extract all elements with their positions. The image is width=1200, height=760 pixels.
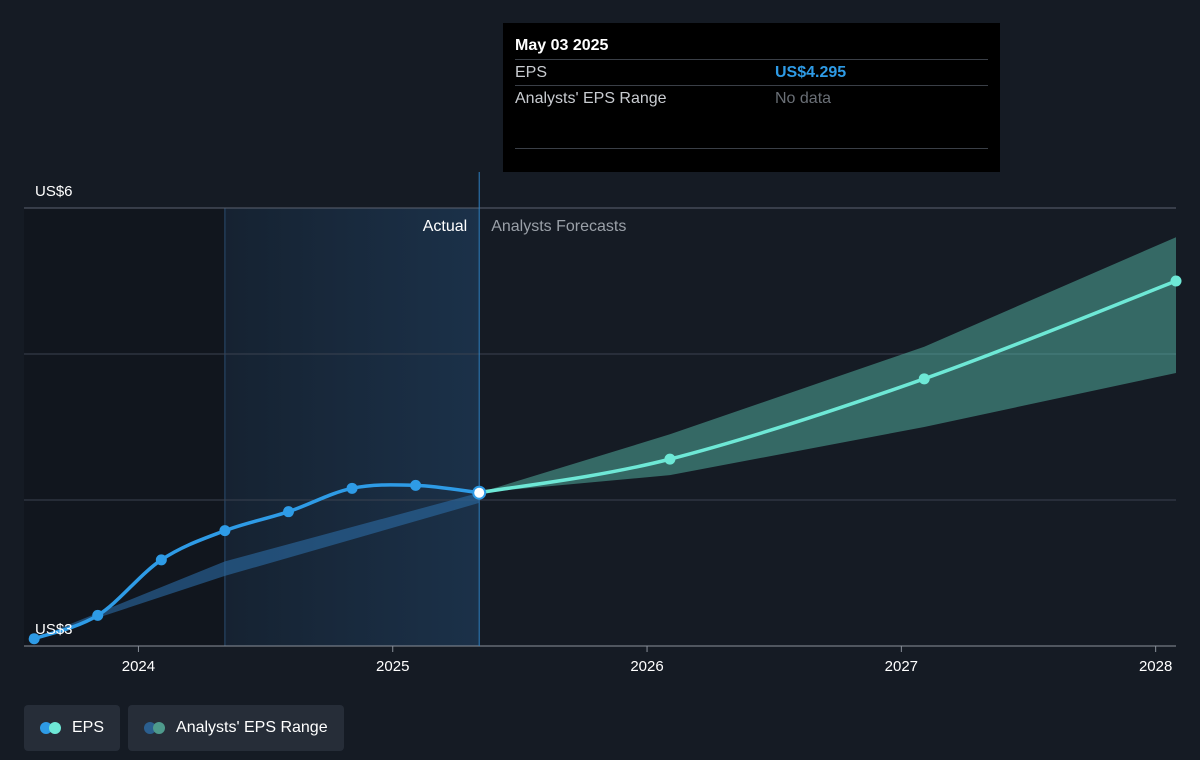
tooltip-divider <box>515 148 988 149</box>
tooltip-range-row: Analysts' EPS Range No data <box>515 85 988 111</box>
eps-point-selected[interactable] <box>472 485 487 500</box>
x-tick-label-2024: 2024 <box>122 658 155 675</box>
x-tick-label-2026: 2026 <box>630 658 663 675</box>
eps-point-forecast-2[interactable] <box>918 373 930 385</box>
eps-line-actual <box>32 483 481 641</box>
eps-point-actual-5[interactable] <box>346 482 358 494</box>
actual-label: Actual <box>423 218 467 235</box>
tooltip: May 03 2025 EPS US$4.295 Analysts' EPS R… <box>503 23 1000 172</box>
x-tick-label-2025: 2025 <box>376 658 409 675</box>
legend: EPS Analysts' EPS Range <box>24 705 344 751</box>
forecast-label: Analysts Forecasts <box>491 218 626 235</box>
legend-eps-button[interactable]: EPS <box>24 705 121 751</box>
eps-line-forecast <box>477 279 1178 495</box>
tooltip-eps-label: EPS <box>515 63 548 81</box>
tooltip-eps-row: EPS US$4.295 <box>515 59 988 85</box>
tooltip-range-label: Analysts' EPS Range <box>515 89 667 107</box>
y-label-bottom: US$3 <box>35 621 73 638</box>
range-legend-icon <box>144 722 166 734</box>
eps-point-forecast-1[interactable] <box>664 453 676 465</box>
trailing-year-highlight <box>224 208 480 646</box>
eps-point-actual-2[interactable] <box>155 554 167 566</box>
eps-range-band-actual <box>34 492 480 639</box>
eps-point-actual-4[interactable] <box>282 506 294 518</box>
legend-range-label: Analysts' EPS Range <box>176 719 328 736</box>
legend-eps-label: EPS <box>72 719 105 736</box>
legend-range-button[interactable]: Analysts' EPS Range <box>128 705 344 751</box>
eps-point-actual-1[interactable] <box>92 609 104 621</box>
eps-point-actual-6[interactable] <box>410 479 422 491</box>
eps-legend-icon <box>40 722 62 734</box>
eps-point-actual-0[interactable] <box>28 633 40 645</box>
tooltip-eps-value: US$4.295 <box>775 63 847 81</box>
x-tick-label-2028: 2028 <box>1139 658 1172 675</box>
eps-point-actual-3[interactable] <box>219 525 231 537</box>
tooltip-range-value: No data <box>775 89 832 107</box>
tooltip-date: May 03 2025 <box>515 37 609 54</box>
eps-range-band-forecast <box>479 237 1176 493</box>
eps-point-forecast-3[interactable] <box>1170 275 1182 287</box>
y-label-top: US$6 <box>35 183 73 200</box>
x-tick-label-2027: 2027 <box>885 658 918 675</box>
